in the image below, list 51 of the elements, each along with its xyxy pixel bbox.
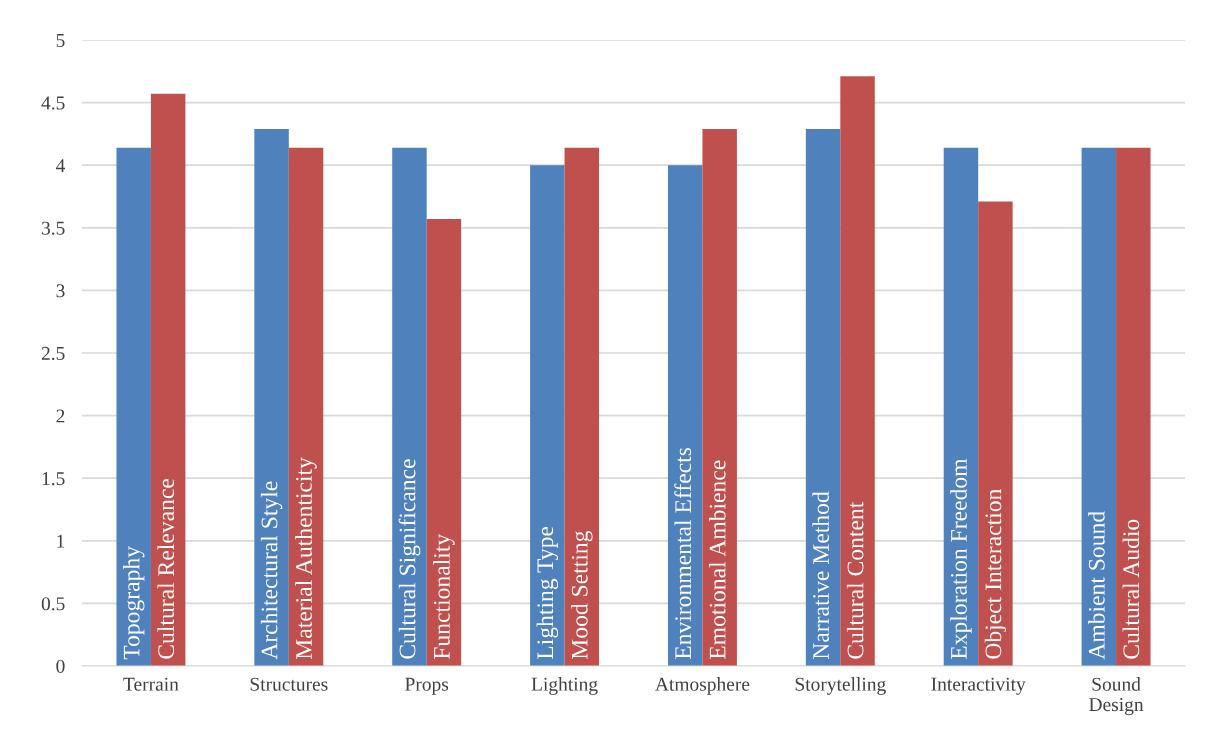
data-label: Cultural Relevance — [157, 478, 175, 659]
bar — [150, 93, 186, 666]
data-label: Cultural Audio — [1122, 519, 1140, 659]
data-label: Mood Setting — [571, 530, 593, 660]
bar — [702, 128, 737, 666]
data-label: Object Interaction — [984, 489, 1007, 659]
data-label: Cultural Significance — [398, 459, 421, 659]
y-tick-label: 1.5 — [42, 472, 65, 486]
y-tick-label: 3.5 — [41, 221, 65, 235]
bar — [288, 147, 324, 666]
data-label: Narrative Method — [812, 491, 829, 660]
y-tick-label: 3 — [56, 284, 65, 298]
data-label: Emotional Ambience — [708, 460, 726, 660]
x-tick-label: Atmosphere — [655, 677, 750, 695]
data-label: Ambient Sound — [1088, 511, 1105, 660]
x-tick-label: Terrain — [123, 677, 179, 691]
data-label: Lighting Type — [536, 526, 559, 660]
bar — [667, 165, 703, 666]
data-label: Environmental Effects — [674, 447, 692, 660]
bar — [1116, 147, 1151, 666]
data-label: Architectural Style — [260, 481, 283, 660]
x-tick-label: Props — [405, 677, 449, 695]
bar — [530, 165, 565, 666]
x-tick-label: Sound Design — [1089, 677, 1144, 716]
bar — [978, 201, 1013, 666]
data-label: Exploration Freedom — [950, 458, 972, 660]
bar — [116, 147, 151, 666]
y-tick-label: 0 — [56, 659, 65, 673]
bar — [1081, 147, 1117, 666]
y-tick-label: 4 — [55, 159, 66, 172]
bar — [840, 76, 875, 666]
data-label: Cultural Content — [846, 501, 864, 659]
bar — [426, 219, 462, 666]
bar — [392, 147, 427, 666]
x-tick-label: Storytelling — [795, 677, 886, 695]
y-tick-label: 2.5 — [41, 346, 65, 361]
bar — [254, 128, 289, 666]
data-label: Topography — [122, 546, 145, 660]
x-tick-label: Interactivity — [931, 677, 1026, 695]
y-tick-label: 2 — [56, 409, 65, 423]
y-tick-label: 0.5 — [41, 597, 65, 611]
y-tick-label: 5 — [56, 34, 65, 47]
bar — [943, 147, 979, 666]
x-tick-label: Structures — [250, 677, 328, 691]
y-tick-label: 1 — [57, 534, 65, 548]
x-tick-label: Lighting — [531, 677, 598, 695]
bar — [805, 128, 841, 666]
data-label: Functionality — [433, 533, 455, 660]
data-label: Material Authenticity — [295, 457, 317, 660]
y-tick-label: 4.5 — [41, 96, 65, 110]
bar — [564, 147, 600, 666]
